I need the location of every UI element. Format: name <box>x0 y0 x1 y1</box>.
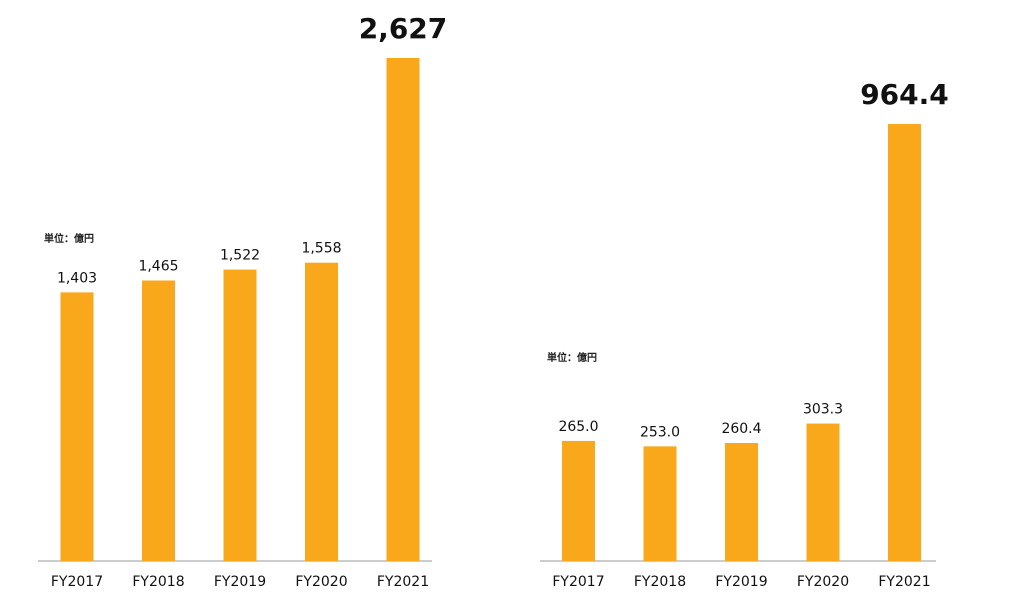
bar-fy2017 <box>562 440 595 561</box>
bar-fy2021 <box>888 124 921 561</box>
bar-fy2019 <box>725 443 758 561</box>
bar-fy2020 <box>806 423 840 561</box>
x-tick-label: FY2020 <box>797 574 849 590</box>
bar-fy2018 <box>643 446 677 561</box>
data-label: 1,465 <box>138 258 178 274</box>
x-tick-label: FY2017 <box>51 574 103 590</box>
x-tick-label: FY2020 <box>295 574 347 590</box>
bar-fy2020 <box>305 262 338 561</box>
sales-chart: 単位：億円 1,403 FY2017 1,465 FY2018 1,522 FY2019 1… <box>38 12 447 590</box>
data-label: 1,558 <box>301 241 341 257</box>
x-tick-label: FY2021 <box>377 574 429 590</box>
data-label: 964.4 <box>860 78 949 111</box>
x-tick-label: FY2021 <box>878 574 930 590</box>
unit-label: 単位：億円 <box>547 351 597 364</box>
data-label: 2,627 <box>359 12 448 45</box>
data-label: 265.0 <box>558 419 598 435</box>
bar-fy2017 <box>60 292 94 561</box>
bar-fy2021 <box>386 58 420 561</box>
x-tick-label: FY2019 <box>214 574 266 590</box>
bar-fy2018 <box>142 280 175 561</box>
x-tick-label: FY2018 <box>634 574 686 590</box>
data-label: 260.4 <box>721 421 761 437</box>
data-label: 303.3 <box>803 402 843 418</box>
profit-chart: 単位：億円 265.0 FY2017 253.0 FY2018 260.4 FY2019 3… <box>540 78 949 590</box>
bar-fy2019 <box>223 269 257 561</box>
data-label: 253.0 <box>640 424 680 440</box>
x-tick-label: FY2019 <box>715 574 767 590</box>
x-tick-label: FY2017 <box>552 574 604 590</box>
x-tick-label: FY2018 <box>132 574 184 590</box>
data-label: 1,522 <box>220 248 260 264</box>
unit-label: 単位：億円 <box>44 232 94 245</box>
data-label: 1,403 <box>57 270 97 286</box>
